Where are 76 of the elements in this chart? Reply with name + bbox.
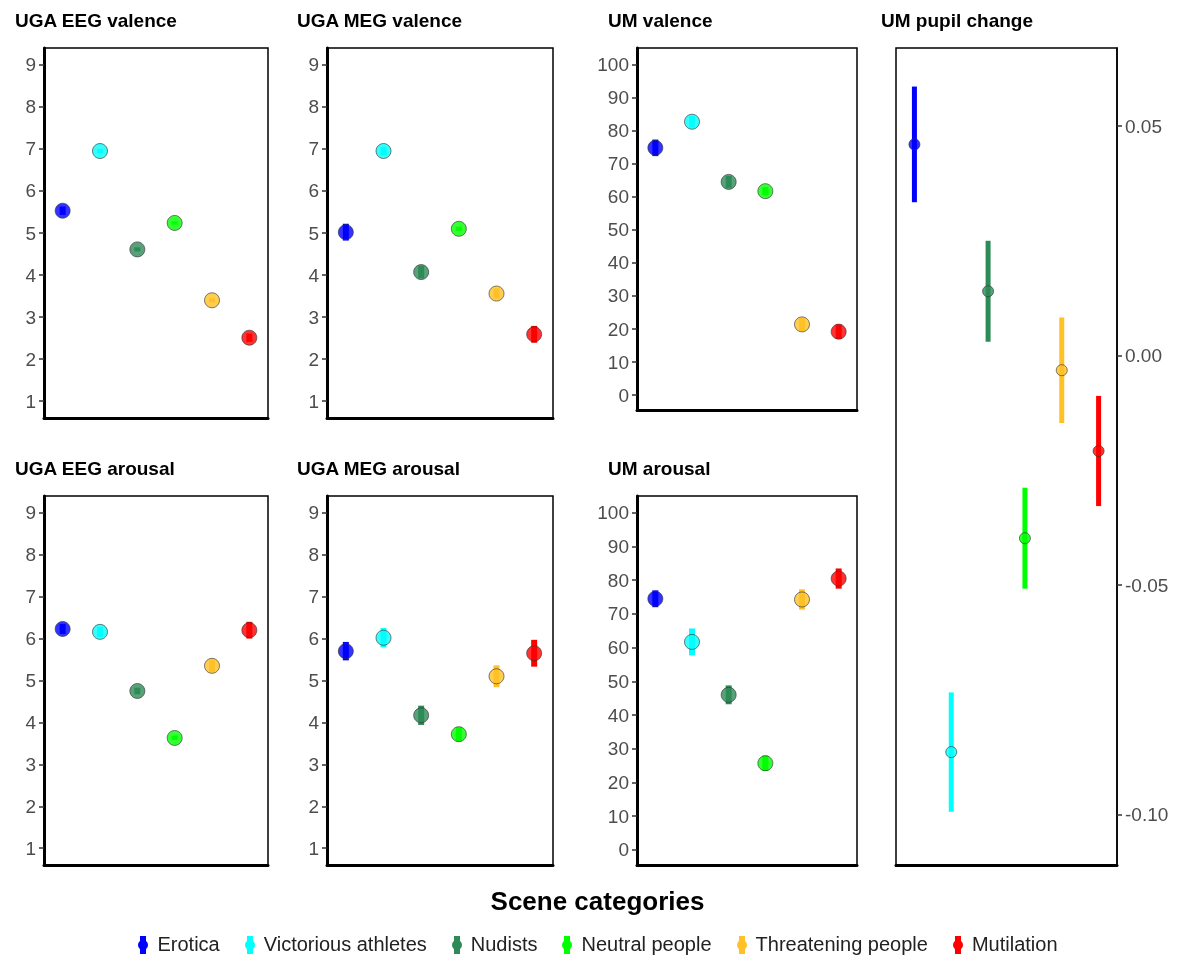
y-tick-label: 4 — [25, 264, 37, 286]
y-tick-label: 7 — [25, 138, 36, 160]
y-tick-label: 30 — [607, 738, 629, 760]
legend-title: Scene categories — [489, 886, 706, 917]
y-tick-label: 4 — [308, 264, 320, 286]
y-tick-label: 90 — [607, 87, 629, 109]
legend-label: Victorious athletes — [263, 933, 427, 956]
y-tick-label: 3 — [25, 306, 36, 328]
y-tick-label: 40 — [607, 252, 629, 274]
y-tick-label: 5 — [308, 222, 319, 244]
y-tick-label: 4 — [25, 711, 37, 733]
chart-title: UGA MEG arousal — [297, 458, 460, 479]
y-tick-label: 1 — [25, 837, 36, 859]
y-tick-label: 10 — [607, 805, 629, 827]
y-tick-label: 20 — [607, 318, 629, 340]
y2-tick-label: -0.05 — [1125, 574, 1169, 596]
y-tick-label: 1 — [308, 390, 319, 412]
y-tick-label: 2 — [25, 795, 36, 817]
y-tick-label: 70 — [607, 603, 629, 625]
y-tick-label: 7 — [308, 138, 319, 160]
y-tick-label: 6 — [25, 180, 36, 202]
y-tick-label: 80 — [607, 120, 629, 142]
chart-title: UM valence — [608, 10, 713, 31]
y-tick-label: 2 — [25, 348, 36, 370]
y-tick-label: 9 — [308, 54, 319, 76]
y-tick-label: 10 — [607, 351, 629, 373]
y-tick-label: 3 — [308, 306, 319, 328]
y-tick-label: 7 — [25, 586, 36, 608]
y2-tick-label: -0.10 — [1125, 804, 1169, 826]
y2-tick-label: 0.05 — [1125, 115, 1162, 137]
y-tick-label: 2 — [308, 795, 319, 817]
y2-tick-label: 0.00 — [1125, 345, 1162, 367]
y-tick-label: 3 — [25, 753, 36, 775]
y-tick-label: 8 — [308, 96, 319, 118]
chart-title: UGA MEG valence — [297, 10, 463, 31]
y-tick-label: 60 — [607, 637, 629, 659]
y-tick-label: 8 — [25, 96, 36, 118]
y-tick-label: 1 — [25, 390, 36, 412]
y-tick-label: 6 — [308, 628, 319, 650]
y-tick-label: 60 — [607, 186, 629, 208]
chart-title: UGA EEG arousal — [15, 458, 175, 479]
y-tick-label: 4 — [308, 711, 320, 733]
y-tick-label: 90 — [607, 536, 629, 558]
y-tick-label: 100 — [597, 502, 629, 524]
y-tick-label: 50 — [607, 670, 629, 692]
legend-label: Threatening people — [755, 933, 928, 956]
legend-label: Neutral people — [581, 933, 712, 956]
y-tick-label: 0 — [618, 384, 629, 406]
y-tick-label: 3 — [308, 753, 319, 775]
chart-title: UGA EEG valence — [15, 10, 177, 31]
y-tick-label: 2 — [308, 348, 319, 370]
y-tick-label: 6 — [25, 628, 36, 650]
chart-title: UM arousal — [608, 458, 711, 479]
legend-label: Mutilation — [971, 933, 1058, 956]
y-tick-label: 6 — [308, 180, 319, 202]
y-tick-label: 8 — [25, 544, 36, 566]
y-tick-label: 9 — [25, 502, 36, 524]
y-tick-label: 100 — [597, 54, 629, 76]
y-tick-label: 5 — [308, 670, 319, 691]
chart-title: UM pupil change — [881, 10, 1033, 31]
y-tick-label: 1 — [308, 837, 319, 859]
y-tick-label: 9 — [308, 502, 319, 524]
y-tick-label: 5 — [25, 670, 36, 691]
legend-label: Erotica — [157, 933, 220, 956]
y-tick-label: 50 — [607, 219, 629, 241]
y-tick-label: 8 — [308, 544, 319, 566]
y-tick-label: 5 — [25, 222, 36, 244]
y-tick-label: 9 — [25, 54, 36, 76]
y-tick-label: 0 — [618, 839, 629, 861]
legend-label: Nudists — [470, 933, 538, 956]
y-tick-label: 30 — [607, 285, 629, 307]
y-tick-label: 80 — [607, 569, 629, 591]
y-tick-label: 20 — [607, 771, 629, 793]
y-tick-label: 70 — [607, 153, 629, 175]
y-tick-label: 7 — [308, 586, 319, 608]
y-tick-label: 40 — [607, 704, 629, 726]
